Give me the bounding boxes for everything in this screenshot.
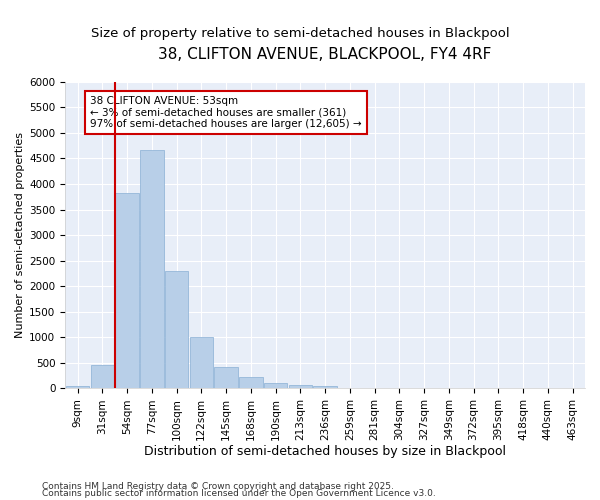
Bar bbox=[190, 338, 213, 388]
Title: 38, CLIFTON AVENUE, BLACKPOOL, FY4 4RF: 38, CLIFTON AVENUE, BLACKPOOL, FY4 4RF bbox=[158, 48, 492, 62]
Text: Contains HM Land Registry data © Crown copyright and database right 2025.: Contains HM Land Registry data © Crown c… bbox=[42, 482, 394, 491]
Text: Contains public sector information licensed under the Open Government Licence v3: Contains public sector information licen… bbox=[42, 489, 436, 498]
Text: Size of property relative to semi-detached houses in Blackpool: Size of property relative to semi-detach… bbox=[91, 28, 509, 40]
Bar bbox=[264, 384, 287, 388]
Bar bbox=[214, 368, 238, 388]
Bar bbox=[115, 193, 139, 388]
Bar bbox=[140, 150, 164, 388]
Y-axis label: Number of semi-detached properties: Number of semi-detached properties bbox=[15, 132, 25, 338]
Bar bbox=[66, 386, 89, 388]
Bar bbox=[239, 376, 263, 388]
Bar bbox=[91, 366, 114, 388]
Bar bbox=[313, 386, 337, 388]
Text: 38 CLIFTON AVENUE: 53sqm
← 3% of semi-detached houses are smaller (361)
97% of s: 38 CLIFTON AVENUE: 53sqm ← 3% of semi-de… bbox=[90, 96, 362, 129]
X-axis label: Distribution of semi-detached houses by size in Blackpool: Distribution of semi-detached houses by … bbox=[144, 444, 506, 458]
Bar bbox=[165, 272, 188, 388]
Bar bbox=[289, 385, 312, 388]
